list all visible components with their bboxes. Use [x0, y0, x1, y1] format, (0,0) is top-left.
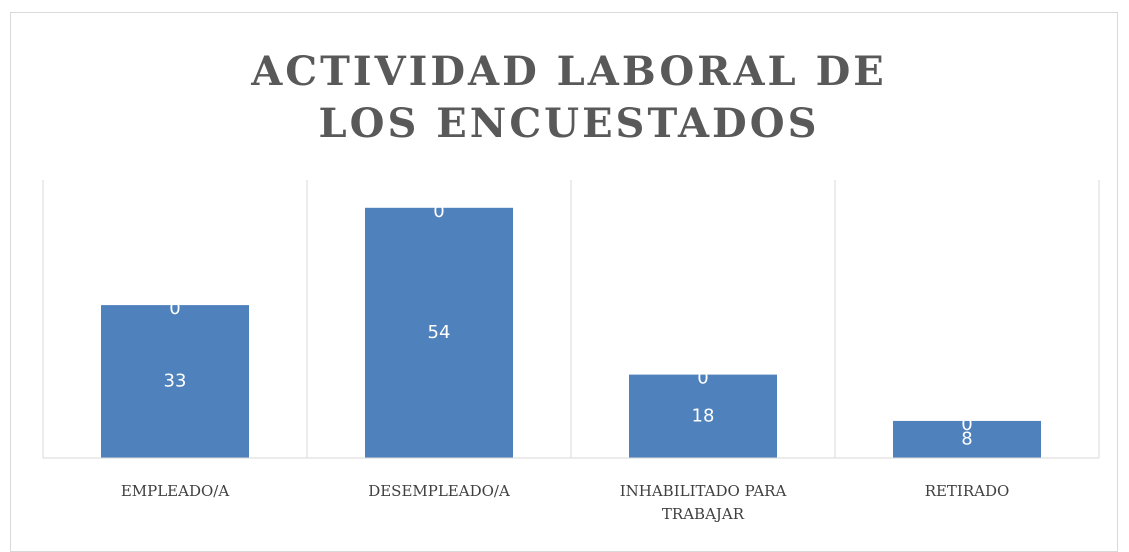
data-label: 18 [692, 405, 715, 426]
data-label: 54 [428, 322, 451, 343]
bar [629, 374, 777, 458]
bar [365, 207, 513, 458]
data-label: 0 [697, 368, 708, 389]
data-label: 0 [433, 201, 444, 222]
bar [101, 305, 249, 458]
data-label: 8 [961, 428, 972, 449]
x-tick-label: EMPLEADO/A [120, 482, 230, 500]
x-tick-label: DESEMPLEADO/A [368, 482, 510, 500]
data-label: 0 [169, 298, 180, 319]
chart: ACTIVIDAD LABORAL DE LOS ENCUESTADOS 33 0… [10, 12, 1118, 552]
x-tick-label: RETIRADO [924, 482, 1010, 500]
x-tick-label: INHABILITADO PARA TRABAJAR [619, 482, 787, 523]
chart-title: ACTIVIDAD LABORAL DE LOS ENCUESTADOS [251, 48, 887, 147]
data-label: 0 [961, 414, 972, 435]
data-label: 33 [164, 371, 187, 392]
bar [893, 420, 1041, 458]
